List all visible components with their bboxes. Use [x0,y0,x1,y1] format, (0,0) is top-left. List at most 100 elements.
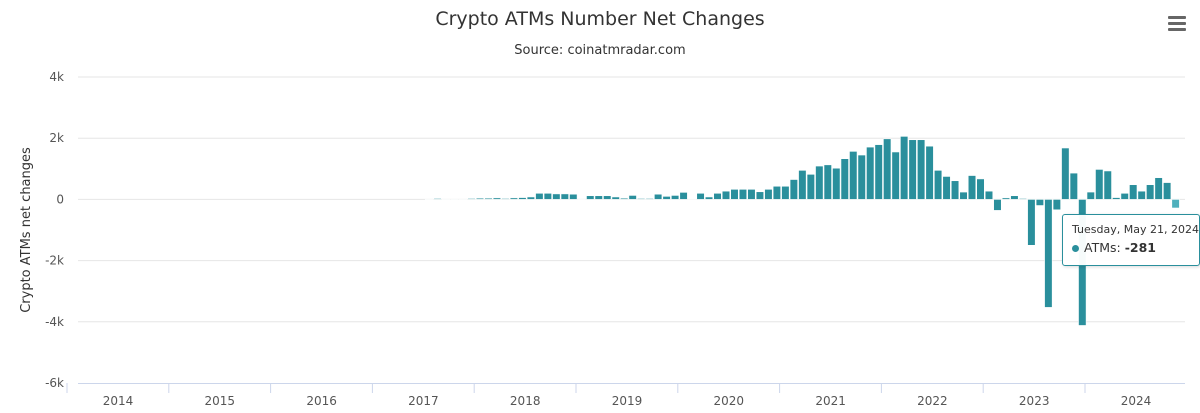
bar [721,190,731,200]
bar [577,199,586,201]
bar [959,191,968,200]
bar [1061,147,1070,200]
bar [772,185,782,200]
bar [450,199,459,201]
bar [484,197,493,200]
bar [679,192,688,200]
x-tick-label: 2024 [1121,394,1152,408]
bar [696,192,705,200]
x-tick-label: 2017 [408,394,439,408]
bar [620,197,629,200]
bar [967,175,977,200]
bar [1154,177,1163,200]
x-tick-label: 2020 [714,394,745,408]
tooltip: Tuesday, May 21, 2024 ATMs: -281 [1062,214,1200,266]
bar [781,185,790,200]
bar [569,193,578,200]
bar [1044,199,1053,308]
x-tick-label: 2019 [612,394,643,408]
bar [560,193,569,200]
bar [1163,182,1172,200]
x-tick-label: 2018 [510,394,541,408]
x-tick-label: 2015 [205,394,236,408]
bar [832,167,841,200]
bar [424,199,434,201]
x-tick-label: 2014 [103,394,134,408]
bar [1018,198,1028,200]
chart-subtitle: Source: coinatmradar.com [514,43,686,58]
bar [993,199,1002,211]
x-tick-label: 2021 [815,394,846,408]
x-tick-label: 2023 [1019,394,1050,408]
bar [637,198,646,200]
bar [628,195,637,200]
bar [1112,197,1121,200]
bar [526,196,535,200]
hamburger-icon[interactable] [1168,16,1186,32]
bar [441,199,451,201]
bar [730,189,739,200]
bar [662,196,671,200]
bar [611,196,620,200]
bar [475,197,485,200]
bar [755,191,765,200]
y-tick-label: 2k [49,131,64,145]
y-axis-label: Crypto ATMs net changes [19,147,34,313]
bar [1069,172,1078,200]
bar [866,146,875,200]
bar [594,195,603,200]
bar [798,170,807,200]
bar [900,136,909,200]
bar [1052,199,1061,211]
bar [976,178,985,200]
tooltip-value-row: ATMs: -281 [1072,240,1156,255]
bar [509,197,519,200]
bar [704,196,714,200]
bar [1137,190,1146,200]
bar [950,180,960,200]
bar [917,139,926,200]
bar [857,154,866,200]
bar [1027,199,1036,246]
bar [1146,184,1155,200]
bar [984,190,994,200]
bar [764,189,773,200]
bar [840,158,849,200]
bar [883,138,892,200]
y-tick-label: -2k [45,254,64,268]
bar [1171,199,1180,209]
bar [458,199,468,201]
bar [1129,184,1138,200]
bar [1086,191,1095,200]
bar [467,198,476,200]
bar [518,197,527,200]
bar [433,198,442,200]
x-tick-label: 2016 [306,394,337,408]
bar [849,151,858,200]
bar [713,192,722,200]
bar [492,197,502,200]
bar [1120,192,1129,200]
tooltip-value: -281 [1124,240,1156,255]
bar [671,195,680,200]
bar [933,170,943,200]
tooltip-date: Tuesday, May 21, 2024 [1072,223,1199,236]
bar [1095,169,1104,200]
bar [552,193,561,200]
bar [942,176,951,200]
tooltip-series: ATMs: [1084,240,1121,255]
bar [543,192,552,200]
bar [1001,197,1011,200]
bar [815,165,824,200]
bar [654,193,663,200]
bar [1103,170,1112,200]
bar [603,195,612,200]
bar [687,198,697,200]
bar [1010,195,1019,200]
y-tick-label: 0 [56,192,64,206]
bar [874,144,883,200]
bar [806,174,815,200]
bar [1035,199,1044,206]
bar [645,198,654,200]
